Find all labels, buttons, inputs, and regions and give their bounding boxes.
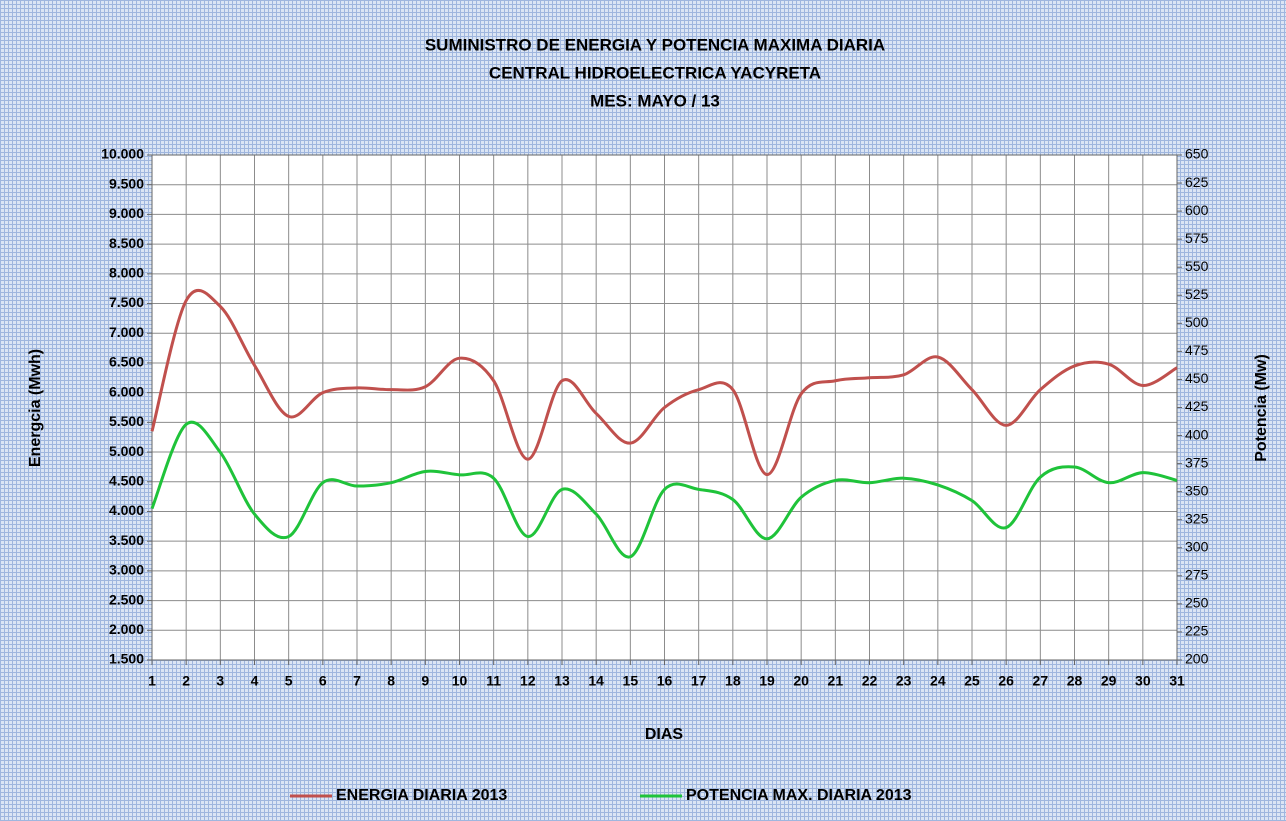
y2-tick-label: 625 — [1185, 174, 1209, 190]
x-tick-label: 15 — [623, 673, 639, 689]
y2-tick-label: 575 — [1185, 230, 1209, 246]
y2-tick-label: 200 — [1185, 651, 1209, 667]
x-tick-label: 30 — [1135, 673, 1151, 689]
x-tick-label: 21 — [828, 673, 844, 689]
y-tick-label: 6.500 — [109, 354, 144, 370]
x-tick-label: 20 — [793, 673, 809, 689]
y2-tick-label: 425 — [1185, 398, 1209, 414]
y-tick-label: 7.000 — [109, 324, 144, 340]
y-tick-label: 4.000 — [109, 502, 144, 518]
y2-tick-label: 325 — [1185, 510, 1209, 526]
x-tick-label: 28 — [1067, 673, 1083, 689]
x-tick-label: 24 — [930, 673, 946, 689]
y-tick-label: 1.500 — [109, 651, 144, 667]
y-tick-label: 8.500 — [109, 235, 144, 251]
x-axis-label: DIAS — [645, 726, 684, 743]
y2-tick-label: 225 — [1185, 623, 1209, 639]
y-axis-label: Energcia (Mwh) — [27, 349, 44, 467]
line-series — [150, 420, 1178, 559]
legend-label: ENERGIA DIARIA 2013 — [336, 787, 507, 804]
y-tick-label: 2.500 — [109, 591, 144, 607]
x-tick-label: 27 — [1033, 673, 1049, 689]
x-tick-label: 10 — [452, 673, 468, 689]
y2-tick-label: 275 — [1185, 567, 1209, 583]
x-tick-label: 22 — [862, 673, 878, 689]
x-tick-label: 6 — [319, 673, 327, 689]
x-tick-label: 9 — [421, 673, 429, 689]
x-tick-label: 23 — [896, 673, 912, 689]
x-tick-label: 18 — [725, 673, 741, 689]
y2-tick-label: 450 — [1185, 370, 1209, 386]
y-tick-label: 2.000 — [109, 621, 144, 637]
x-tick-label: 29 — [1101, 673, 1117, 689]
y-tick-label: 3.500 — [109, 532, 144, 548]
y2-tick-label: 475 — [1185, 342, 1209, 358]
y-tick-label: 7.500 — [109, 294, 144, 310]
x-tick-label: 7 — [353, 673, 361, 689]
x-tick-label: 14 — [588, 673, 604, 689]
x-tick-label: 1 — [148, 673, 156, 689]
y2-tick-label: 300 — [1185, 538, 1209, 554]
y2-tick-label: 600 — [1185, 202, 1209, 218]
y2-tick-label: 400 — [1185, 426, 1209, 442]
y2-axis-label: Potencia (Mw) — [1253, 354, 1270, 462]
x-tick-label: 16 — [657, 673, 673, 689]
y-tick-label: 6.000 — [109, 383, 144, 399]
x-tick-label: 13 — [554, 673, 570, 689]
y-tick-label: 9.500 — [109, 175, 144, 191]
y-tick-label: 8.000 — [109, 265, 144, 281]
y2-tick-label: 350 — [1185, 482, 1209, 498]
y-tick-label: 10.000 — [101, 146, 144, 162]
y2-tick-label: 550 — [1185, 258, 1209, 274]
y2-tick-label: 250 — [1185, 595, 1209, 611]
y2-tick-label: 525 — [1185, 286, 1209, 302]
chart-subtitle: CENTRAL HIDROELECTRICA YACYRETA — [489, 63, 821, 82]
y-tick-label: 3.000 — [109, 562, 144, 578]
x-tick-label: 11 — [486, 673, 501, 689]
y2-tick-label: 500 — [1185, 314, 1209, 330]
x-tick-label: 2 — [182, 673, 190, 689]
chart-subtitle: MES: MAYO / 13 — [590, 91, 720, 110]
x-tick-label: 3 — [216, 673, 224, 689]
x-tick-label: 5 — [285, 673, 293, 689]
x-tick-label: 31 — [1169, 673, 1185, 689]
x-tick-label: 12 — [520, 673, 536, 689]
y2-tick-label: 650 — [1185, 146, 1209, 162]
x-tick-label: 26 — [998, 673, 1014, 689]
chart-title: SUMINISTRO DE ENERGIA Y POTENCIA MAXIMA … — [425, 35, 885, 54]
y-tick-label: 5.500 — [109, 413, 144, 429]
legend-label: POTENCIA MAX. DIARIA 2013 — [686, 787, 912, 804]
x-tick-label: 25 — [964, 673, 980, 689]
x-tick-label: 17 — [691, 673, 707, 689]
line-series — [150, 288, 1178, 477]
y2-tick-label: 375 — [1185, 454, 1209, 470]
y-tick-label: 9.000 — [109, 205, 144, 221]
x-tick-label: 8 — [387, 673, 395, 689]
plot-border — [151, 154, 1178, 661]
x-tick-label: 4 — [251, 673, 259, 689]
y-tick-label: 4.500 — [109, 472, 144, 488]
y-tick-label: 5.000 — [109, 443, 144, 459]
x-tick-label: 19 — [759, 673, 775, 689]
